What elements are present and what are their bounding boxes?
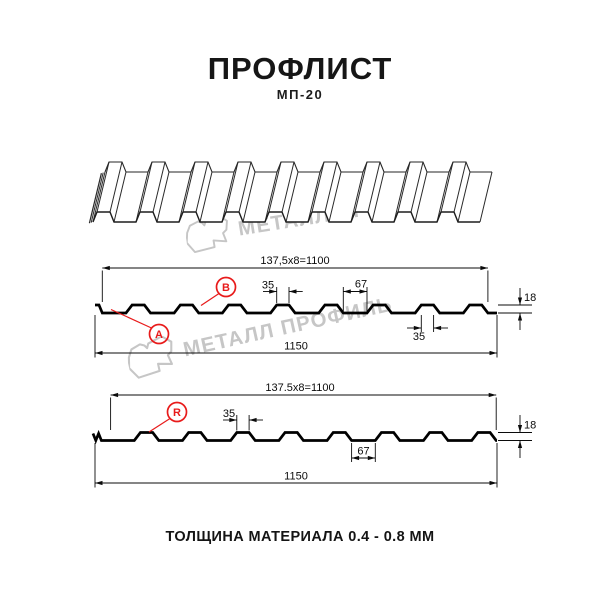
profile-top-dimensions (94, 265, 532, 358)
profile-bottom-dimensions (94, 392, 532, 488)
side-a-label: A (155, 329, 163, 341)
side-r-label: R (173, 407, 181, 419)
dim-rib-crest-top-lower: 35 (413, 331, 425, 343)
side-label-leaders (110, 293, 220, 433)
dim-overall-bottom: 1150 (284, 471, 308, 483)
sheet-3d-view (88, 161, 493, 224)
side-r-badge (166, 401, 188, 423)
profile-section-bottom (91, 429, 498, 445)
dim-module-width-top: 137,5x8=1100 (260, 255, 329, 267)
watermark-middle: МЕТАЛЛ ПРОФИЛЬ (124, 286, 397, 382)
side-a-badge (148, 323, 170, 345)
metall-profil-logo-icon (127, 335, 173, 379)
dim-height-top: 18 (524, 292, 536, 304)
dim-overall-top: 1150 (284, 341, 308, 353)
profile-model-label: МП-20 (276, 87, 324, 102)
dim-valley-top: 67 (355, 279, 367, 291)
dim-height-bottom: 18 (524, 420, 536, 432)
profile-section-top (95, 303, 497, 315)
dim-valley-bottom: 67 (357, 446, 369, 458)
dim-rib-crest-top: 35 (262, 280, 274, 292)
material-thickness-note: ТОЛЩИНА МАТЕРИАЛА 0.4 - 0.8 ММ (165, 529, 435, 545)
page-title: ПРОФЛИСТ (207, 51, 393, 86)
side-b-badge (215, 276, 237, 298)
dim-rib-crest-bottom: 35 (223, 408, 235, 420)
side-b-label: B (222, 282, 230, 294)
dim-module-width-bottom: 137.5x8=1100 (265, 382, 334, 394)
